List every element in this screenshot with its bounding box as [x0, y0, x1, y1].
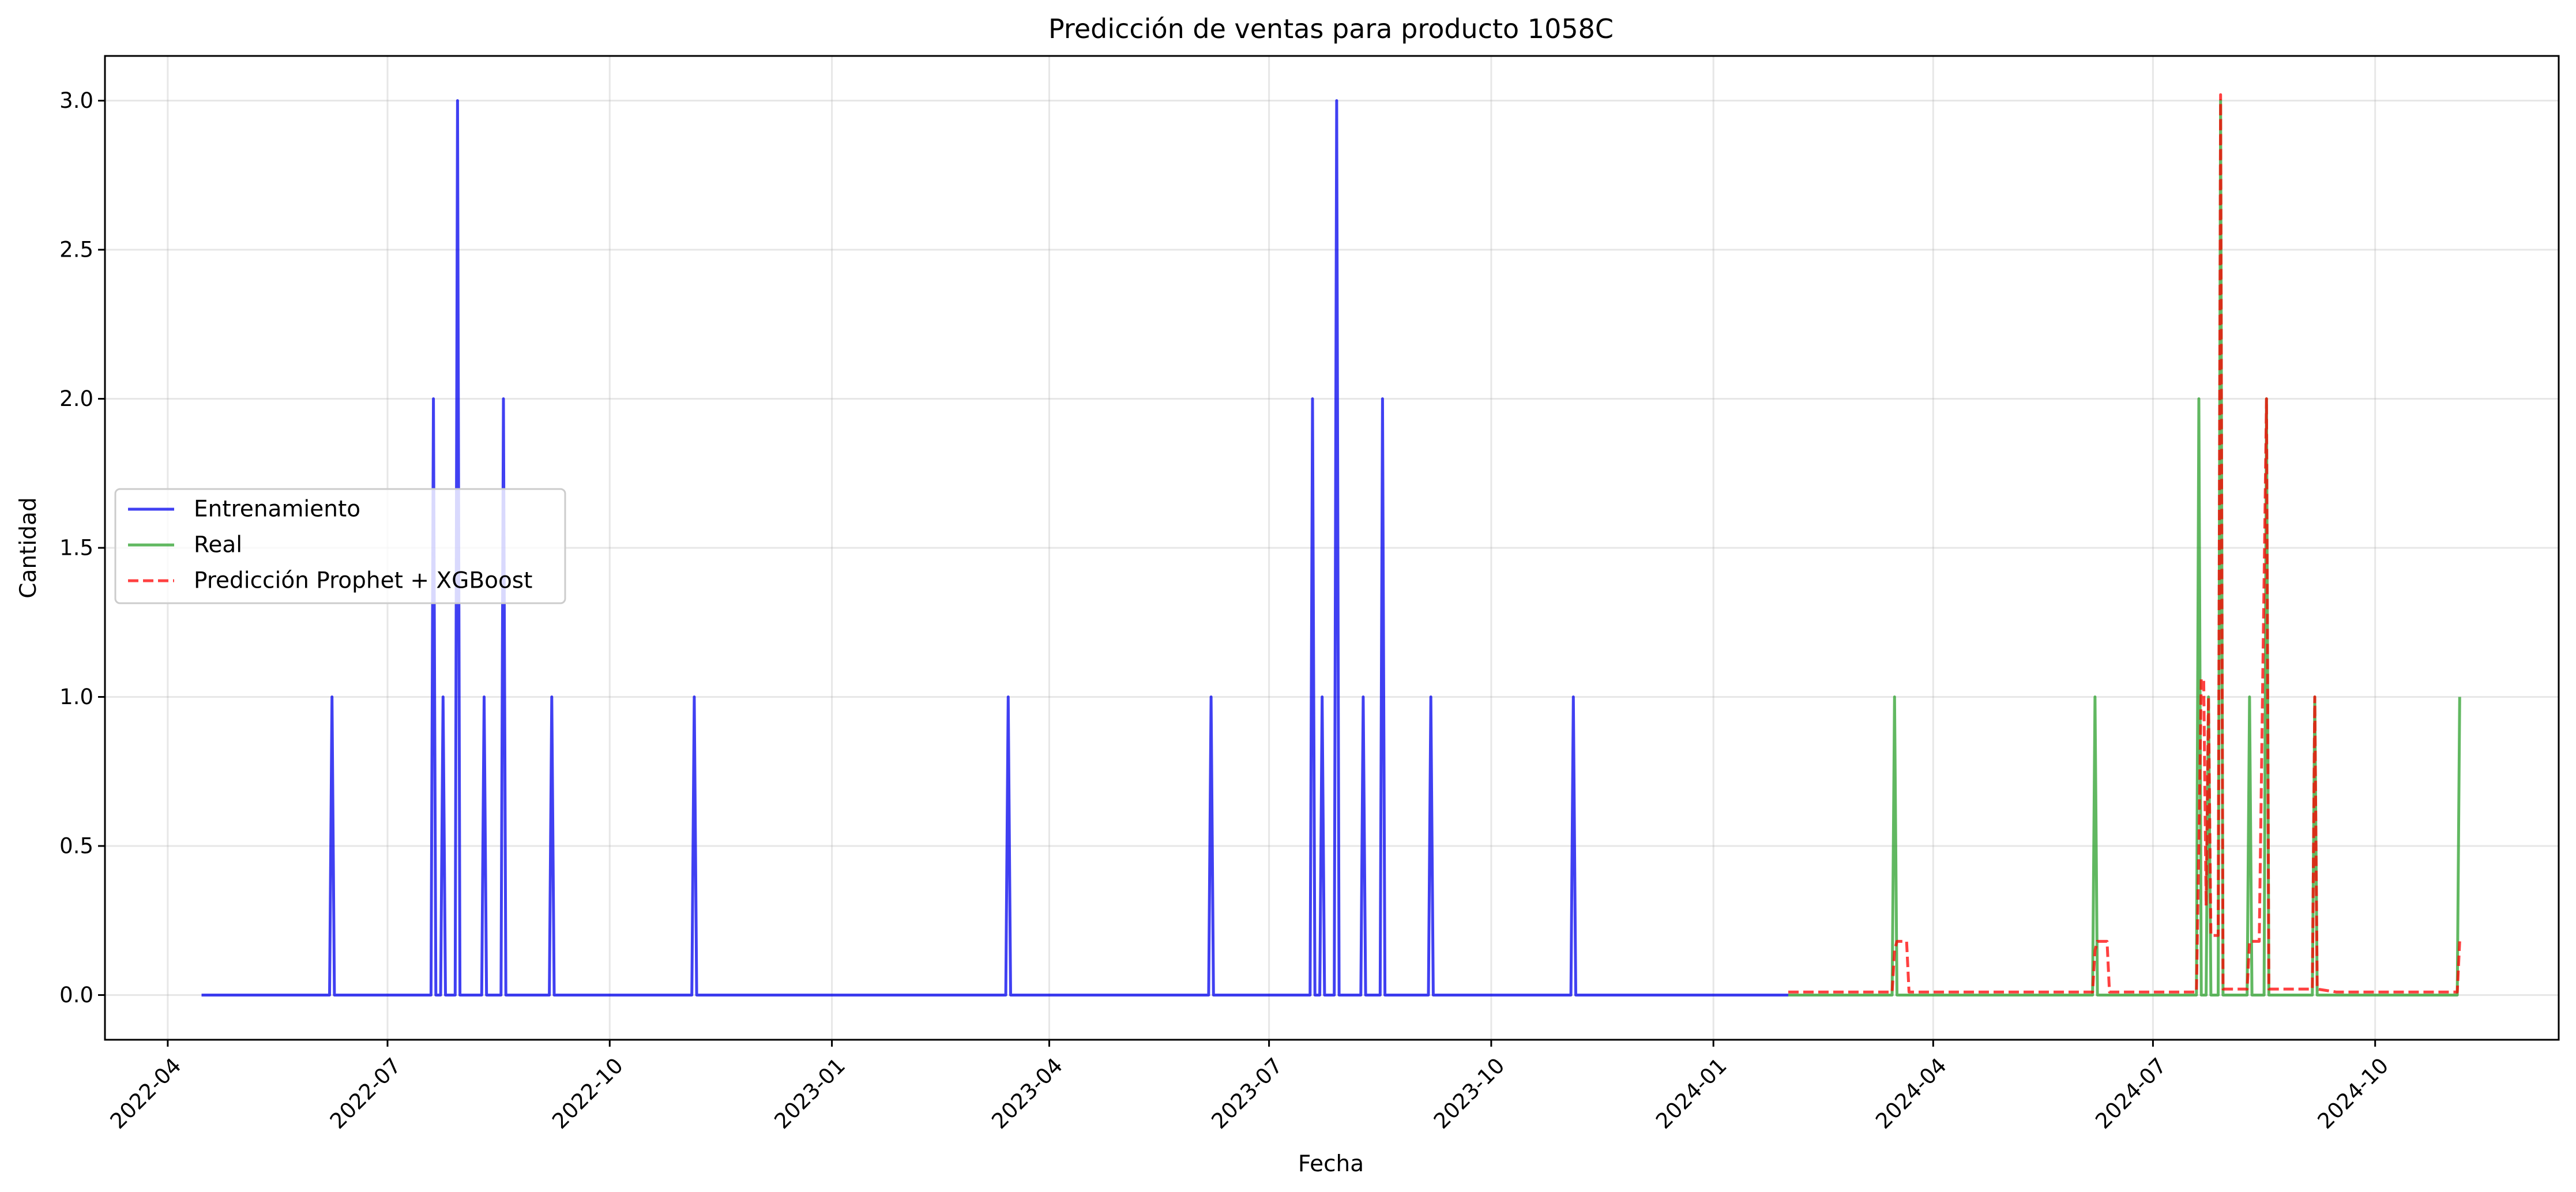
chart-title: Predicción de ventas para producto 1058C — [1048, 13, 1614, 44]
y-tick-label: 2.0 — [59, 386, 93, 411]
x-axis-label: Fecha — [1298, 1151, 1364, 1177]
series-line-real — [1788, 99, 2461, 997]
x-tick-label: 2023-10 — [1429, 1053, 1510, 1134]
legend-label-prediccion-prophet-xgboost: Predicción Prophet + XGBoost — [194, 568, 532, 594]
y-axis-label: Cantidad — [16, 497, 42, 598]
y-tick-label: 1.0 — [59, 685, 93, 709]
legend-box — [114, 488, 566, 604]
legend-label-entrenamiento: Entrenamiento — [194, 497, 360, 522]
y-tick-label: 1.5 — [59, 536, 93, 561]
series-line-prediccion-prophet-xgboost — [1788, 93, 2461, 994]
x-tick-label: 2023-07 — [1206, 1053, 1287, 1134]
x-tick-label: 2024-04 — [1871, 1053, 1951, 1134]
x-tick-label: 2024-07 — [2090, 1053, 2171, 1134]
x-tick-label: 2024-10 — [2313, 1053, 2394, 1134]
y-tick-label: 0.0 — [59, 983, 93, 1007]
y-tick-label: 2.5 — [59, 238, 93, 262]
series-line-entrenamiento — [201, 99, 1788, 997]
x-tick-label: 2023-04 — [987, 1053, 1067, 1134]
axis-ticks: 2022-04 2022-07 2022-10 2023-01 2023-04 2023-… — [59, 88, 2393, 1134]
x-tick-label: 2022-10 — [547, 1053, 628, 1134]
x-tick-label: 2023-01 — [769, 1053, 850, 1134]
x-tick-label: 2022-04 — [106, 1053, 186, 1134]
legend: Entrenamiento Real Predicción Prophet + XG… — [114, 488, 566, 604]
y-tick-label: 0.5 — [59, 833, 93, 858]
plot-series — [201, 93, 2461, 997]
x-tick-label: 2024-01 — [1651, 1053, 1732, 1134]
x-tick-label: 2022-07 — [325, 1053, 406, 1134]
legend-label-real: Real — [194, 532, 242, 558]
y-tick-label: 3.0 — [59, 88, 93, 113]
